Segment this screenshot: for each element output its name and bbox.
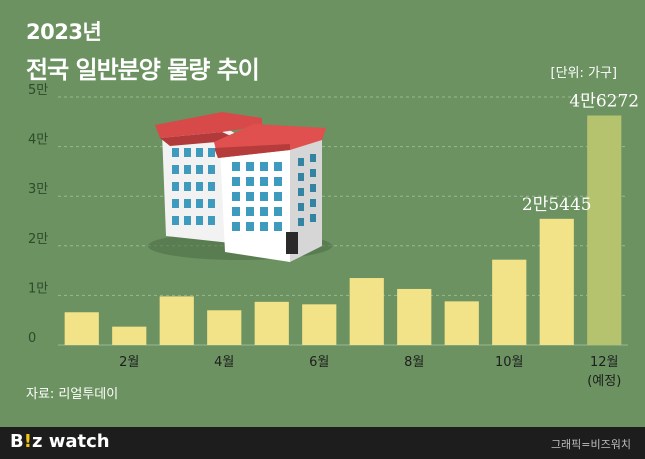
bar-chart: 0 1만 2만 3만 4만 5만 2월 4월 6월 8월 10월 12월 (예정) 2만5445 4만6… [28, 83, 639, 389]
bar-3 [159, 296, 194, 345]
y-tick-label: 5만 [28, 83, 48, 98]
bar-2 [112, 326, 147, 345]
x-tick-label: 8월 [404, 355, 424, 370]
y-tick-label: 1만 [28, 281, 48, 296]
bar-7 [349, 278, 384, 345]
data-label: 4만6272 [569, 91, 639, 111]
logo-mark: ! [23, 431, 32, 452]
bar-1 [64, 312, 99, 345]
logo-suffix: z watch [31, 431, 110, 452]
footer-bar: B!z watch 그래픽=비즈워치 [0, 427, 645, 459]
bar-11 [539, 218, 574, 345]
y-axis: 0 1만 2만 3만 4만 5만 [28, 83, 48, 346]
y-tick-label: 3만 [28, 182, 48, 197]
apartment-building-icon [148, 112, 332, 262]
bizwatch-logo: B!z watch [10, 431, 110, 452]
bar-8 [397, 288, 432, 345]
chart-year: 2023년 [26, 20, 102, 44]
y-tick-label: 0 [28, 331, 36, 346]
x-tick-label: 2월 [119, 355, 139, 370]
graphic-credit: 그래픽=비즈워치 [550, 438, 631, 451]
x-tick-label: 4월 [214, 355, 234, 370]
bar-4 [207, 310, 242, 345]
bar-10 [492, 259, 527, 345]
data-label: 2만5445 [522, 195, 592, 215]
unit-label: [단위: 가구] [550, 66, 618, 81]
y-tick-label: 4만 [28, 133, 48, 148]
y-tick-label: 2만 [28, 232, 48, 247]
bars [64, 115, 622, 346]
bar-9 [444, 301, 479, 345]
gridlines [58, 96, 628, 346]
bar-5 [254, 301, 289, 345]
x-tick-label: 10월 [495, 355, 524, 370]
data-labels: 2만5445 4만6272 [522, 91, 639, 214]
bar-12 [587, 115, 622, 346]
x-tick-sublabel: (예정) [587, 374, 621, 389]
x-axis: 2월 4월 6월 8월 10월 12월 (예정) [119, 355, 621, 389]
x-tick-label: 12월 [590, 355, 619, 370]
source-note: 자료: 리얼투데이 [26, 387, 119, 402]
x-tick-label: 6월 [309, 355, 329, 370]
chart-title: 전국 일반분양 물량 추이 [26, 56, 260, 84]
bar-6 [302, 304, 337, 345]
logo-prefix: B [10, 431, 24, 452]
